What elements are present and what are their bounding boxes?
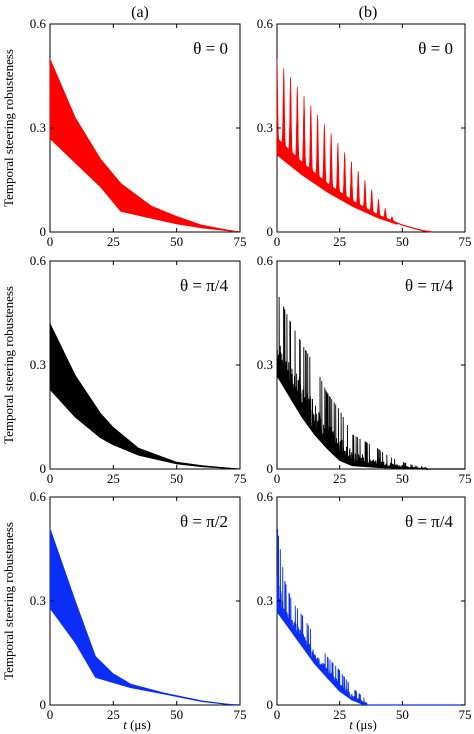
x-axis-label-unit: (μs) [353,717,377,732]
x-tick-label: 0 [47,707,54,722]
series-lower-line [49,388,241,470]
y-tick-label: 0.3 [30,357,46,372]
x-axis-label-variable: t [349,717,353,732]
y-axis-label: Temporal steering robusteness [1,522,16,680]
x-tick-label: 25 [333,471,346,486]
y-axis-label: Temporal steering robusteness [1,49,16,207]
panel-b3: 0 25 50 75 0 0.3 0.6 θ = π/4 t (μs) [257,489,472,732]
series-base-line [276,137,433,233]
column-label-a: (a) [131,4,149,21]
x-tick-label: 25 [107,234,120,249]
theta-annotation: θ = 0 [193,39,228,58]
panel-a2: 0 25 50 75 0 0.3 0.6 θ = π/4 Temporal steering r… [1,253,247,486]
y-tick-label: 0 [267,697,274,712]
series-base-line [276,611,465,706]
y-tick-label: 0.6 [30,16,47,31]
y-tick-label: 0.3 [30,120,46,135]
series-base-line [276,375,465,470]
y-tick-label: 0.3 [257,120,273,135]
y-tick-label: 0 [267,461,274,476]
x-tick-label: 50 [170,471,183,486]
panel-a1: 0 25 50 75 0 0.3 0.6 θ = 0 Temporal steering rob… [1,16,247,249]
y-tick-label: 0.6 [257,489,274,504]
x-tick-label: 75 [459,234,472,249]
x-tick-label: 75 [234,471,247,486]
x-tick-label: 0 [274,234,281,249]
x-tick-label: 25 [333,234,346,249]
panel-a3: 0 25 50 75 0 0.3 0.6 θ = π/2 Temporal steering r… [1,489,247,732]
x-tick-label: 25 [107,471,120,486]
x-tick-label: 25 [107,707,120,722]
x-tick-label: 75 [459,707,472,722]
y-tick-label: 0.6 [30,253,47,268]
y-tick-label: 0.3 [257,593,273,608]
x-tick-label: 50 [396,234,409,249]
x-tick-label: 75 [459,471,472,486]
theta-annotation: θ = π/4 [180,276,229,295]
y-tick-label: 0.6 [257,16,274,31]
y-tick-label: 0.3 [257,357,273,372]
theta-annotation: θ = 0 [418,39,453,58]
x-axis-label-unit: (μs) [127,717,151,732]
theta-annotation: θ = π/2 [180,512,228,531]
theta-annotation: θ = π/4 [405,276,454,295]
x-tick-label: 25 [333,707,346,722]
series-lower-line [49,607,241,706]
x-tick-label: 75 [234,707,247,722]
x-axis-label: t (μs) [349,717,377,732]
y-tick-label: 0.3 [30,593,46,608]
y-tick-label: 0 [40,224,47,239]
panel-grid: 0 25 50 75 0 0.3 0.6 θ = 0 Temporal steering rob… [1,16,472,732]
plot-frame [276,260,466,470]
x-tick-label: 75 [234,234,247,249]
series-lower-line [49,138,241,233]
x-tick-label: 50 [170,234,183,249]
x-tick-label: 0 [47,471,54,486]
theta-annotation: θ = π/4 [405,512,454,531]
y-tick-label: 0.6 [257,253,274,268]
x-tick-label: 0 [47,234,54,249]
plot-frame [49,496,241,706]
column-label-b: (b) [359,4,378,21]
x-axis-label-variable: t [123,717,127,732]
y-tick-label: 0 [267,224,274,239]
panel-b1: 0 25 50 75 0 0.3 0.6 θ = 0 [257,16,472,249]
x-tick-label: 50 [396,707,409,722]
x-axis-label: t (μs) [123,717,151,732]
x-tick-label: 0 [274,707,281,722]
y-tick-label: 0.6 [30,489,47,504]
x-tick-label: 50 [170,707,183,722]
y-tick-label: 0 [40,461,47,476]
plot-frame [276,496,466,706]
x-tick-label: 50 [396,471,409,486]
y-axis-label: Temporal steering robusteness [1,286,16,444]
x-tick-label: 0 [274,471,281,486]
panel-b2: 0 25 50 75 0 0.3 0.6 θ = π/4 [257,253,472,486]
y-tick-label: 0 [40,697,47,712]
